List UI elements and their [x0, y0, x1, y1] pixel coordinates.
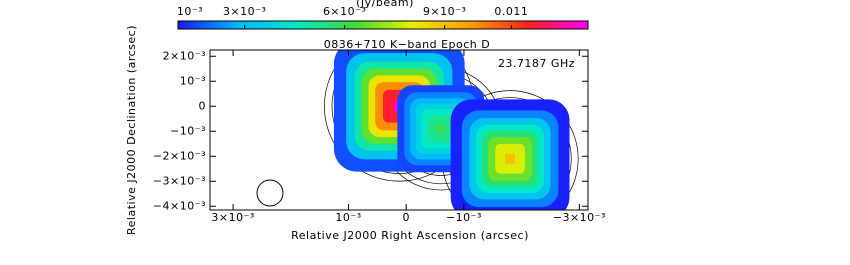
colorbar-label: (Jy/beam) [356, 0, 414, 9]
colorbar-tick-label: 6×10⁻³ [323, 5, 366, 18]
y-tick-label: 10⁻³ [180, 74, 206, 87]
y-tick-label: −3×10⁻³ [153, 174, 206, 187]
peak [435, 123, 446, 134]
colorbar-tick-label: 0.011 [494, 5, 528, 18]
peak [505, 153, 516, 164]
plot-frame [209, 49, 589, 211]
beam [256, 179, 284, 207]
y-tick-label: −10⁻³ [170, 124, 206, 137]
colorbar-tick-label: 9×10⁻³ [423, 5, 466, 18]
chart-title: 0836+710 K−band Epoch D [324, 38, 490, 51]
x-tick-label: −10⁻³ [446, 211, 482, 224]
x-tick-label: −3×10⁻³ [553, 211, 606, 224]
x-tick-label: 3×10⁻³ [211, 211, 254, 224]
y-tick-label: −4×10⁻³ [153, 199, 206, 212]
colorbar-tick-label: 3×10⁻³ [223, 5, 266, 18]
x-tick-label: 0 [402, 211, 410, 224]
y-tick-label: 2×10⁻³ [163, 49, 206, 62]
annotation: 23.7187 GHz [498, 57, 575, 70]
colorbar [177, 20, 589, 30]
y-axis-label: Relative J2000 Declination (arcsec) [125, 25, 138, 235]
y-tick-label: 0 [199, 99, 207, 112]
plot-area [324, 50, 579, 210]
y-tick-label: −2×10⁻³ [153, 149, 206, 162]
x-tick-label: 10⁻³ [335, 211, 361, 224]
x-axis-label: Relative J2000 Right Ascension (arcsec) [291, 229, 529, 242]
colorbar-tick-label: 10⁻³ [177, 5, 203, 18]
